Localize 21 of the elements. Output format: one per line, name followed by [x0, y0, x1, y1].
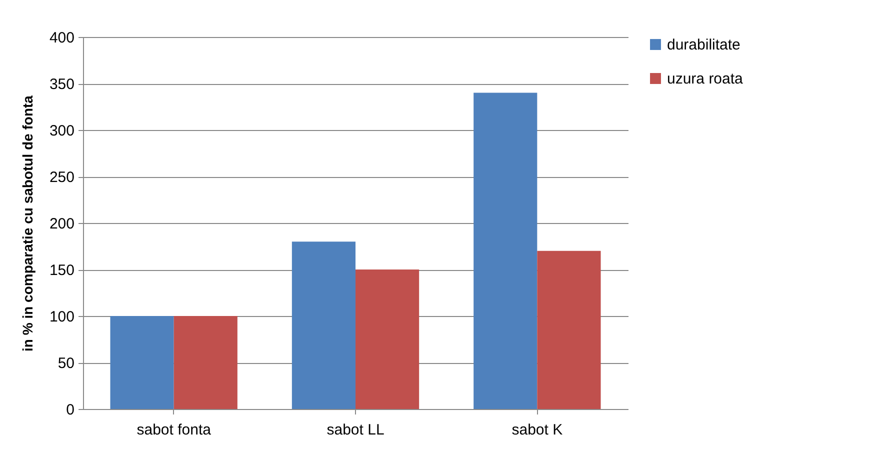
y-tick-label: 400 — [49, 30, 74, 46]
y-tick-label: 50 — [58, 355, 74, 372]
x-tick-label: sabot LL — [326, 422, 384, 438]
legend-label: uzura roata — [667, 70, 744, 88]
bar — [474, 92, 538, 409]
legend-label: durabilitate — [667, 36, 740, 54]
y-tick-label: 350 — [49, 76, 74, 93]
bar — [292, 242, 356, 409]
bar — [537, 250, 601, 409]
y-axis-title: in % in comparatie cu sabotul de fonta — [19, 95, 36, 352]
bar — [174, 316, 238, 409]
y-tick-label: 150 — [49, 262, 74, 279]
x-tick-label: sabot fonta — [136, 422, 212, 438]
y-tick-label: 0 — [66, 402, 74, 418]
y-tick-label: 300 — [49, 122, 74, 140]
x-tick-label: sabot K — [512, 422, 563, 438]
bar — [356, 270, 420, 409]
y-tick-label: 100 — [49, 308, 74, 326]
y-tick-label: 250 — [49, 169, 74, 186]
y-tick-label: 200 — [49, 216, 74, 232]
bar — [110, 316, 174, 409]
